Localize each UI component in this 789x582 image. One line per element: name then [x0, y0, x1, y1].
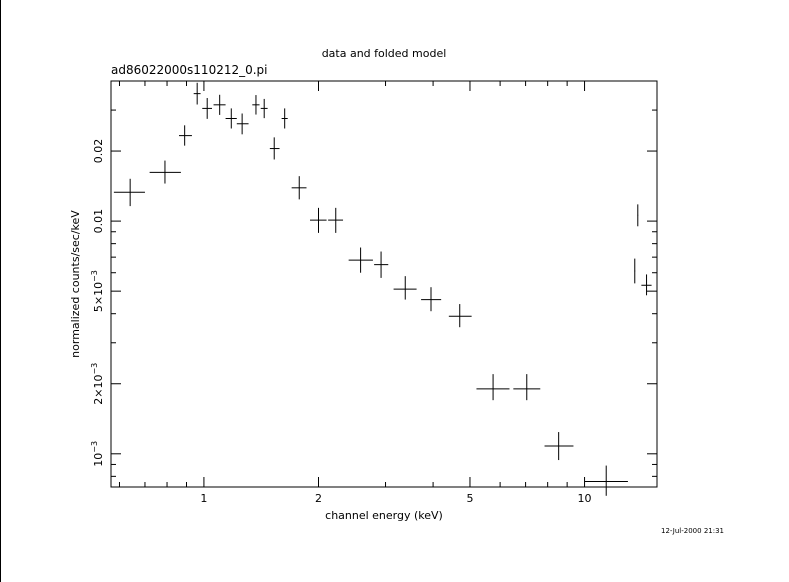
- chart-subtitle: ad86022000s110212_0.pi: [111, 63, 268, 77]
- data-point: [281, 108, 288, 129]
- plot-frame: [110, 80, 658, 488]
- data-point: [149, 160, 181, 184]
- data-point: [236, 113, 249, 135]
- data-point: [252, 95, 260, 115]
- left-edge-rule: [0, 0, 1, 582]
- data-point: [421, 287, 442, 312]
- y-tick-label: 5×10−3: [90, 270, 105, 312]
- x-tick-label: 5: [466, 492, 473, 505]
- data-point: [374, 251, 389, 278]
- y-axis-label: normalized counts/sec/keV: [69, 210, 82, 358]
- data-point: [225, 108, 237, 129]
- data-point: [544, 432, 574, 461]
- data-point: [328, 207, 344, 233]
- data-point: [213, 94, 226, 115]
- y-tick-label: 0.02: [92, 139, 105, 164]
- plot-timestamp: 12-Jul-2000 21:31: [661, 527, 724, 535]
- data-point: [178, 125, 192, 146]
- data-point: [584, 465, 628, 496]
- x-tick-label: 1: [200, 492, 207, 505]
- x-axis-label: channel energy (keV): [325, 509, 443, 522]
- data-point: [269, 137, 280, 160]
- data-point: [641, 274, 652, 296]
- axis-ticks: [111, 80, 657, 487]
- y-tick-label: 10−3: [90, 441, 105, 467]
- data-point: [476, 374, 510, 401]
- chart-title: data and folded model: [322, 47, 447, 60]
- x-tick-labels: 1 2 5 10: [200, 492, 591, 505]
- data-point: [310, 207, 327, 233]
- data-point: [513, 374, 541, 401]
- data-points: [113, 82, 652, 496]
- data-point: [448, 304, 472, 328]
- data-point: [193, 82, 201, 105]
- x-tick-label: 10: [578, 492, 592, 505]
- data-point: [202, 98, 212, 119]
- y-tick-label: 2×10−3: [90, 363, 105, 405]
- data-point: [260, 98, 268, 119]
- data-point: [113, 178, 145, 207]
- data-point: [393, 276, 417, 300]
- y-tick-labels: 10−3 2×10−3 5×10−3 0.01 0.02: [90, 139, 105, 467]
- data-point: [637, 204, 639, 227]
- data-point: [634, 258, 636, 284]
- y-tick-label: 0.01: [92, 209, 105, 234]
- x-tick-label: 2: [315, 492, 322, 505]
- data-point: [291, 176, 307, 200]
- data-point: [348, 247, 373, 273]
